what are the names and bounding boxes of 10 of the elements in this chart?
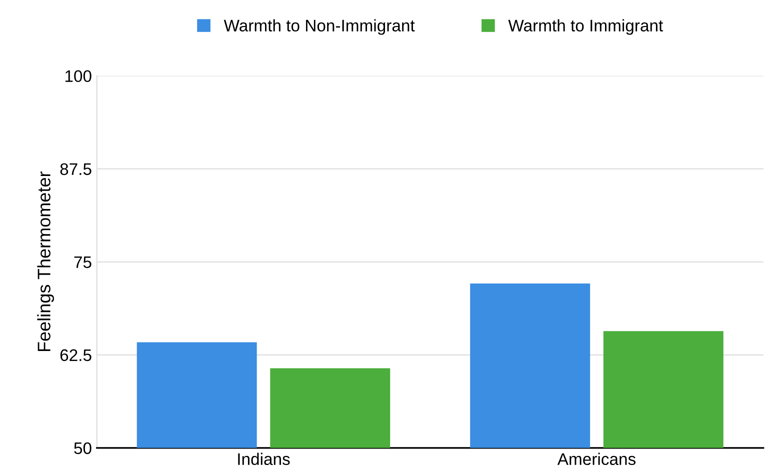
y-tick-label: 87.5: [60, 163, 92, 176]
legend-label: Warmth to Immigrant: [508, 19, 664, 35]
y-tick-label: 100: [65, 70, 92, 82]
x-tick-label: Americans: [557, 452, 636, 466]
y-tick-label: 75: [74, 256, 92, 268]
y-axis-title: Feelings Thermometer: [37, 172, 54, 352]
y-tick-label: 62.5: [60, 349, 92, 362]
legend-label: Warmth to Non-Immigrant: [224, 19, 415, 35]
y-tick-label: 50: [74, 442, 92, 454]
x-tick-label: Indians: [238, 452, 290, 466]
